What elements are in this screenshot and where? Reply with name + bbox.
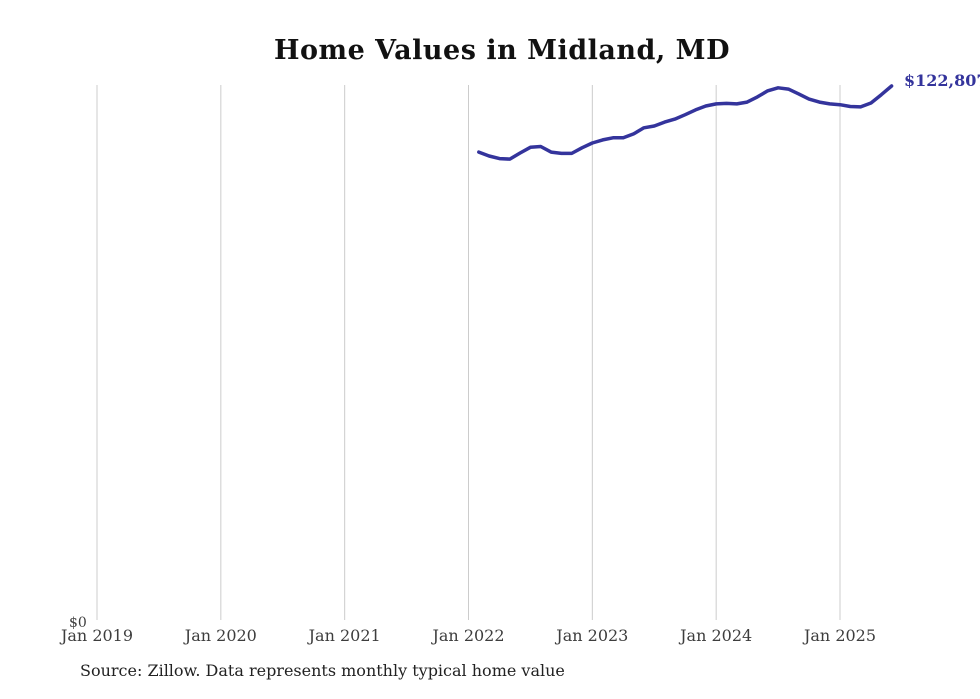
y-axis-zero-label: $0: [69, 615, 87, 631]
x-tick-label: Jan 2021: [308, 626, 381, 645]
x-tick-label: Jan 2025: [803, 626, 877, 645]
x-tick-label: Jan 2024: [680, 626, 753, 645]
source-note: Source: Zillow. Data represents monthly …: [80, 661, 565, 680]
x-tick-label: Jan 2022: [432, 626, 505, 645]
x-tick-label: Jan 2019: [60, 626, 134, 645]
end-value-label: $122,807: [904, 71, 980, 90]
home-value-line: [477, 84, 894, 161]
x-tick-label: Jan 2020: [184, 626, 257, 645]
x-tick-label: Jan 2023: [556, 626, 629, 645]
chart-title: Home Values in Midland, MD: [274, 35, 730, 66]
